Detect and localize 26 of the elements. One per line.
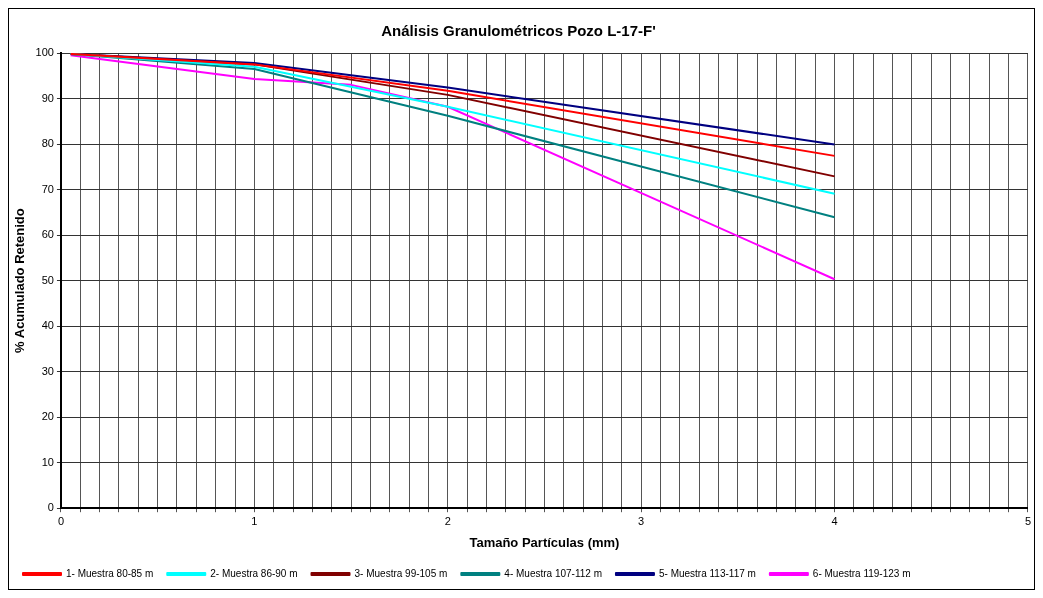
chart-title: Análisis Granulométricos Pozo L-17-F'	[381, 22, 656, 40]
x-tick-label: 2	[444, 514, 451, 527]
x-tick-label: 0	[57, 514, 65, 527]
y-tick-label: 20	[41, 410, 54, 423]
y-tick-label: 40	[41, 319, 54, 332]
legend-label: 4- Muestra 107-112 m	[504, 567, 602, 579]
y-tick-label: 100	[35, 46, 54, 59]
legend-label: 6- Muestra 119-123 m	[812, 567, 911, 579]
y-tick-label: 70	[41, 182, 54, 195]
y-axis-title: % Acumulado Retenido	[12, 208, 28, 353]
legend-label: 3- Muestra 99-105 m	[354, 567, 448, 579]
legend-label: 1- Muestra 80-85 m	[66, 567, 154, 579]
y-tick-label: 60	[41, 228, 54, 241]
x-axis-title: Tamaño Partículas (mm)	[469, 534, 620, 550]
y-tick-label: 90	[41, 91, 54, 104]
legend-label: 2- Muestra 86-90 m	[210, 567, 298, 579]
x-tick-label: 1	[251, 514, 258, 527]
x-tick-label: 5	[1024, 514, 1031, 527]
y-tick-label: 80	[41, 137, 54, 150]
y-tick-label: 50	[41, 273, 54, 286]
x-tick-label: 3	[638, 514, 645, 527]
y-tick-label: 0	[47, 501, 54, 514]
x-tick-label: 4	[831, 514, 838, 527]
y-tick-label: 10	[41, 455, 54, 468]
y-tick-label: 30	[41, 364, 54, 377]
legend-label: 5- Muestra 113-117 m	[658, 567, 756, 579]
